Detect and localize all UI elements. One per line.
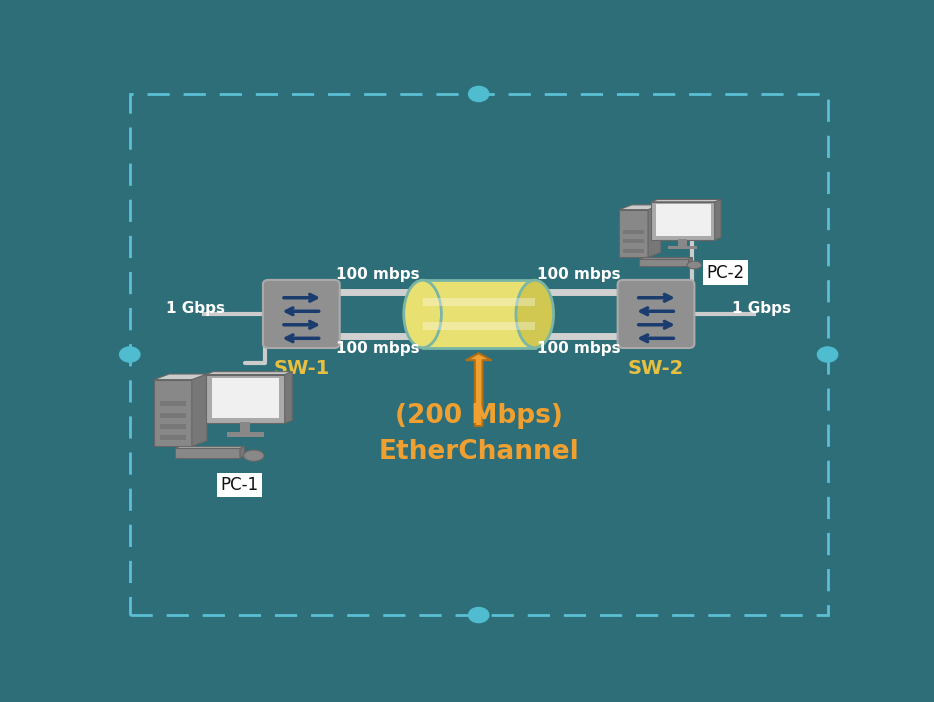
Polygon shape (154, 374, 207, 380)
Text: (200 Mbps): (200 Mbps) (395, 403, 562, 429)
Text: SW-1: SW-1 (274, 359, 330, 378)
Circle shape (469, 607, 488, 623)
Bar (240, 423, 250, 432)
Bar (623, 239, 644, 244)
Ellipse shape (687, 261, 701, 269)
Bar (160, 413, 187, 418)
Bar (160, 402, 187, 406)
Polygon shape (285, 371, 292, 423)
Circle shape (469, 86, 488, 102)
FancyBboxPatch shape (263, 280, 340, 348)
Text: SW-2: SW-2 (628, 359, 684, 378)
Polygon shape (240, 446, 245, 458)
Ellipse shape (516, 280, 554, 347)
Polygon shape (191, 374, 207, 446)
Text: 100 mbps: 100 mbps (537, 341, 621, 356)
Polygon shape (651, 202, 715, 240)
Polygon shape (651, 199, 721, 202)
Bar (160, 435, 187, 440)
Polygon shape (154, 380, 191, 446)
Bar (422, 280, 535, 347)
Bar (212, 378, 279, 418)
Text: 100 mbps: 100 mbps (336, 267, 420, 282)
Bar (657, 204, 711, 236)
Bar (160, 424, 187, 429)
Bar (422, 322, 535, 330)
Text: 1 Gbps: 1 Gbps (166, 301, 225, 316)
Polygon shape (175, 449, 240, 458)
Bar (227, 432, 263, 437)
Bar (678, 239, 687, 247)
Circle shape (817, 347, 838, 362)
Circle shape (120, 347, 140, 362)
Polygon shape (619, 205, 660, 210)
Ellipse shape (244, 450, 264, 461)
Text: EtherChannel: EtherChannel (378, 439, 579, 465)
Polygon shape (175, 446, 245, 449)
Polygon shape (648, 205, 660, 257)
Polygon shape (640, 259, 688, 266)
Text: PC-2: PC-2 (707, 264, 744, 282)
Polygon shape (715, 199, 721, 240)
Bar (422, 298, 535, 306)
FancyBboxPatch shape (617, 280, 694, 348)
Polygon shape (205, 371, 292, 374)
Bar (669, 246, 698, 249)
Text: 1 Gbps: 1 Gbps (732, 301, 791, 316)
Polygon shape (205, 374, 285, 423)
Polygon shape (640, 258, 692, 259)
Polygon shape (619, 210, 648, 257)
Bar (623, 249, 644, 253)
Bar (623, 230, 644, 234)
Ellipse shape (403, 280, 442, 347)
Text: 100 mbps: 100 mbps (537, 267, 621, 282)
Text: PC-1: PC-1 (220, 476, 259, 494)
Text: 100 mbps: 100 mbps (336, 341, 420, 356)
Polygon shape (688, 258, 692, 266)
